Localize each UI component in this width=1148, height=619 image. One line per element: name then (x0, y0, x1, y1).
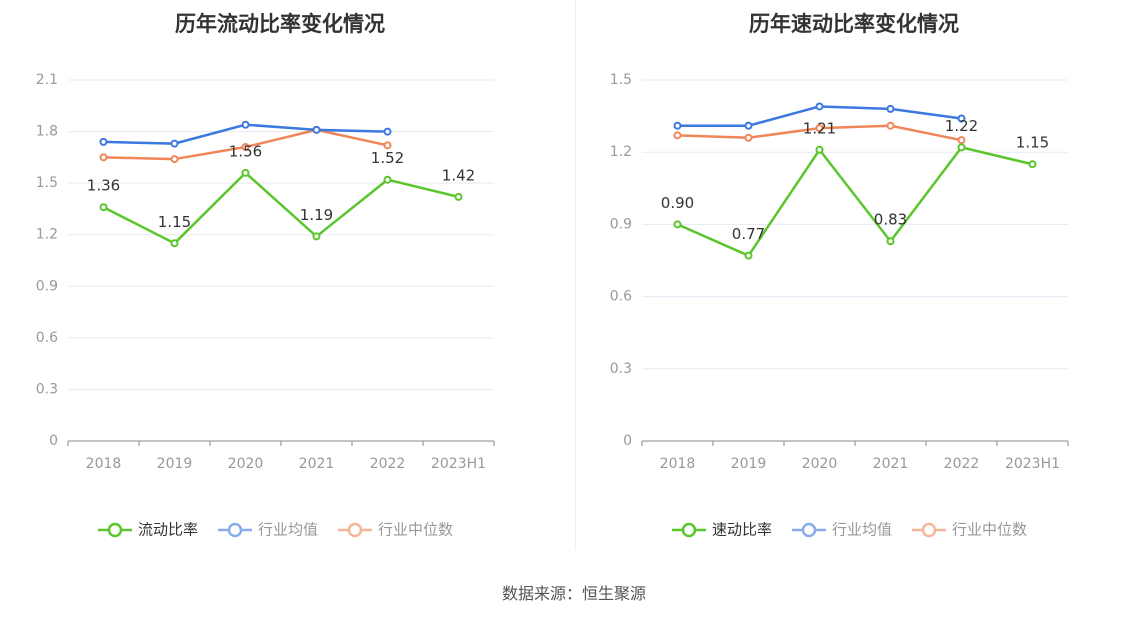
data-point[interactable] (312, 232, 321, 241)
data-point[interactable] (99, 203, 108, 212)
legend-circle-icon (921, 522, 937, 538)
data-source-text: 数据来源：恒生聚源 (501, 584, 646, 603)
legend-label: 行业均值 (832, 521, 892, 539)
legend-label: 速动比率 (712, 521, 772, 539)
legend-item-2[interactable]: 行业中位数 (912, 521, 1027, 539)
x-tick-label: 2019 (731, 456, 767, 472)
current-ratio-chart: 历年流动比率变化情况 0 0.3 0.6 0.9 1.2 1.5 1.8 2.1 2018 2019… (36, 12, 495, 539)
data-label: 1.42 (442, 166, 475, 184)
y-tick-label: 0.6 (610, 289, 632, 305)
data-point[interactable] (454, 192, 463, 201)
data-label: 1.56 (229, 142, 262, 160)
data-point[interactable] (815, 102, 824, 111)
data-label: 1.36 (87, 177, 120, 195)
y-tick-label: 0 (49, 433, 58, 449)
data-label: 1.21 (803, 119, 836, 137)
data-point[interactable] (383, 127, 392, 136)
data-label: 1.22 (945, 117, 978, 135)
x-tick-label: 2023H1 (1005, 456, 1060, 472)
data-point[interactable] (383, 141, 392, 150)
y-tick-label: 1.8 (36, 124, 58, 140)
data-point[interactable] (673, 131, 682, 140)
x-tick-label: 2018 (86, 456, 122, 472)
series-line-0 (102, 171, 459, 245)
data-label: 1.15 (1016, 134, 1049, 152)
x-tick-label: 2022 (944, 456, 980, 472)
data-label: 0.77 (732, 225, 765, 243)
legend-label: 行业中位数 (378, 521, 453, 539)
y-tick-label: 1.2 (36, 227, 58, 243)
data-label: 0.83 (874, 211, 907, 229)
chart-title: 历年速动比率变化情况 (749, 12, 959, 36)
y-tick-label: 0.9 (36, 278, 58, 294)
data-label: 1.52 (371, 149, 404, 167)
quick-ratio-chart-panel: 历年速动比率变化情况 0 0.3 0.6 0.9 1.2 1.5 2018 2019 2020 20… (574, 0, 1148, 560)
y-tick-label: 0 (623, 433, 632, 449)
legend-label: 行业中位数 (952, 521, 1027, 539)
data-point[interactable] (957, 136, 966, 145)
legend-circle-icon (681, 522, 697, 538)
data-point[interactable] (673, 220, 682, 229)
quick-ratio-chart: 历年速动比率变化情况 0 0.3 0.6 0.9 1.2 1.5 2018 2019 2020 20… (610, 12, 1069, 539)
legend-circle-icon (801, 522, 817, 538)
data-point[interactable] (170, 239, 179, 248)
data-point[interactable] (170, 139, 179, 148)
y-tick-label: 0.3 (36, 381, 58, 397)
x-tick-label: 2023H1 (431, 456, 486, 472)
data-label: 1.19 (300, 206, 333, 224)
data-point[interactable] (99, 153, 108, 162)
legend-item-0[interactable]: 速动比率 (672, 521, 772, 539)
data-point[interactable] (815, 145, 824, 154)
x-tick-label: 2018 (660, 456, 696, 472)
legend-circle-icon (227, 522, 243, 538)
data-point[interactable] (886, 104, 895, 113)
data-point[interactable] (815, 124, 824, 133)
data-point[interactable] (744, 121, 753, 130)
data-point[interactable] (383, 175, 392, 184)
legend-item-2[interactable]: 行业中位数 (338, 521, 453, 539)
y-tick-label: 1.5 (610, 72, 632, 88)
data-label: 1.15 (158, 213, 191, 231)
data-point[interactable] (170, 155, 179, 164)
data-point[interactable] (241, 168, 250, 177)
y-tick-label: 1.2 (610, 144, 632, 160)
legend-item-1[interactable]: 行业均值 (218, 521, 318, 539)
data-point[interactable] (99, 137, 108, 146)
data-point[interactable] (744, 133, 753, 142)
panel-divider (575, 0, 576, 550)
x-tick-label: 2020 (228, 456, 264, 472)
legend-label: 行业均值 (258, 521, 318, 539)
y-tick-label: 0.9 (610, 216, 632, 232)
y-tick-label: 0.6 (36, 330, 58, 346)
chart-title: 历年流动比率变化情况 (175, 12, 385, 36)
x-tick-label: 2021 (873, 456, 909, 472)
data-point[interactable] (673, 121, 682, 130)
data-point[interactable] (241, 120, 250, 129)
legend-item-1[interactable]: 行业均值 (792, 521, 892, 539)
legend-circle-icon (347, 522, 363, 538)
legend-label: 流动比率 (138, 521, 198, 539)
data-label: 0.90 (661, 194, 694, 212)
data-point[interactable] (957, 114, 966, 123)
y-tick-label: 2.1 (36, 72, 58, 88)
legend-circle-icon (107, 522, 123, 538)
data-point[interactable] (1028, 160, 1037, 169)
x-tick-label: 2020 (802, 456, 838, 472)
data-point[interactable] (241, 143, 250, 152)
current-ratio-chart-panel: 历年流动比率变化情况 0 0.3 0.6 0.9 1.2 1.5 1.8 2.1 2018 2019… (0, 0, 574, 560)
data-point[interactable] (957, 143, 966, 152)
x-tick-label: 2021 (299, 456, 335, 472)
series-line-0 (676, 146, 1033, 257)
data-point[interactable] (744, 251, 753, 260)
x-tick-label: 2022 (370, 456, 406, 472)
data-point[interactable] (312, 125, 321, 134)
data-point[interactable] (886, 121, 895, 130)
x-tick-label: 2019 (157, 456, 193, 472)
legend-item-0[interactable]: 流动比率 (98, 521, 198, 539)
data-point[interactable] (886, 237, 895, 246)
y-tick-label: 0.3 (610, 361, 632, 377)
y-tick-label: 1.5 (36, 175, 58, 191)
